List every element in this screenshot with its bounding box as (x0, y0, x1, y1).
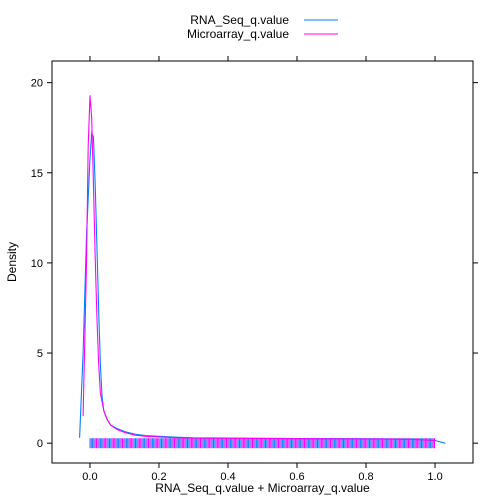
legend-label-2: Microarray_q.value (187, 27, 289, 41)
y-axis-title: Density (5, 242, 19, 282)
y-tick-label: 0 (37, 438, 43, 450)
x-tick-label: 0.0 (82, 471, 97, 483)
legend-label-1: RNA_Seq_q.value (190, 13, 289, 27)
y-tick-label: 10 (31, 258, 43, 270)
x-axis-title: RNA_Seq_q.value + Microarray_q.value (155, 481, 370, 495)
y-tick-label: 5 (37, 348, 43, 360)
y-tick-label: 20 (31, 78, 43, 90)
y-tick-label: 15 (31, 168, 43, 180)
x-tick-label: 1.0 (427, 471, 442, 483)
